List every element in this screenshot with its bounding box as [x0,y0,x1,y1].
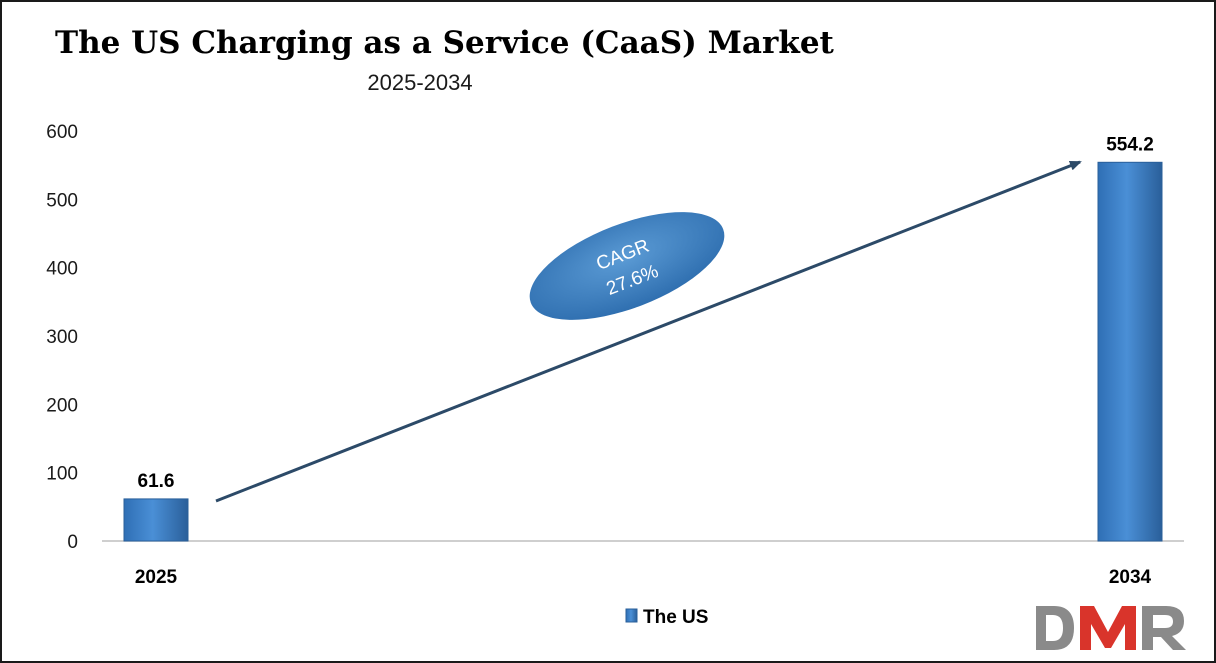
y-tick-label: 200 [46,395,78,416]
y-tick-label: 0 [67,532,78,553]
bar-2034 [1097,161,1163,542]
logo-letter-m [1080,606,1136,650]
y-tick-label: 600 [46,122,78,143]
legend-swatch [625,608,638,623]
y-tick-label: 300 [46,327,78,348]
chart-title: The US Charging as a Service (CaaS) Mark… [55,25,835,61]
y-tick-label: 100 [46,464,78,485]
data-label: 61.6 [138,471,175,492]
legend-label: The US [643,607,708,628]
bar-2025 [123,498,189,542]
cagr-ellipse [529,212,725,320]
chart-subtitle: 2025-2034 [367,70,472,95]
y-axis: 0 100 200 300 400 500 600 [46,122,78,553]
category-labels: 2025 2034 [135,567,1152,588]
y-tick-label: 400 [46,259,78,280]
bars [123,161,1163,542]
trend-arrow [215,160,1082,503]
x-tick-label: 2025 [135,567,178,588]
legend: The US [625,607,708,628]
x-tick-label: 2034 [1109,567,1152,588]
data-label: 554.2 [1106,134,1154,155]
logo-letter-r [1142,606,1186,650]
y-tick-label: 500 [46,190,78,211]
cagr-annotation: CAGR 27.6% [523,207,731,325]
dmr-logo [1036,606,1186,650]
logo-letter-d [1036,606,1074,650]
data-labels: 61.6 554.2 [138,134,1154,492]
